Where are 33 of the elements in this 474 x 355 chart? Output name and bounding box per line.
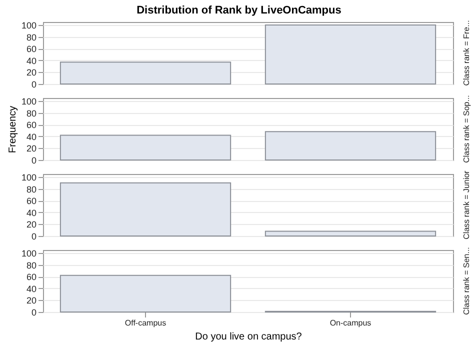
y-tick-label: 60 — [26, 120, 36, 130]
y-tick-label: 80 — [26, 260, 36, 270]
y-tick-label: 60 — [26, 196, 36, 206]
y-tick-label: 40 — [26, 132, 36, 142]
x-tick-label: On-campus — [330, 318, 372, 328]
x-tick-label: Off-campus — [124, 318, 166, 328]
text: Class rank = Sop... — [462, 95, 471, 163]
text: Class rank = Fre... — [462, 20, 471, 86]
y-tick-label: 100 — [21, 96, 36, 106]
y-tick-label: 80 — [26, 108, 36, 118]
y-tick-label: 0 — [31, 308, 36, 318]
y-tick-label: 40 — [26, 284, 36, 294]
y-tick-label: 100 — [21, 20, 36, 30]
y-tick-label: 0 — [31, 232, 36, 242]
y-tick-label: 0 — [31, 80, 36, 90]
y-tick-label: 0 — [31, 156, 36, 166]
y-tick-label: 80 — [26, 184, 36, 194]
text: Class rank = Sen... — [462, 247, 471, 315]
y-tick-label: 60 — [26, 272, 36, 282]
y-tick-label: 20 — [26, 144, 36, 154]
y-tick-label: 60 — [26, 44, 36, 54]
y-tick-label: 40 — [26, 208, 36, 218]
y-axis-title: Frequency — [7, 106, 18, 154]
x-axis-title: Do you live on campus? — [195, 332, 302, 342]
y-tick-label: 20 — [26, 220, 36, 230]
y-tick-label: 100 — [21, 248, 36, 258]
y-tick-label: 20 — [26, 68, 36, 78]
y-tick-label: 100 — [21, 172, 36, 182]
y-tick-label: 80 — [26, 32, 36, 42]
chart-title: Distribution of Rank by LiveOnCampus — [136, 4, 342, 17]
y-tick-label: 20 — [26, 296, 36, 306]
text: Class rank = Junior — [462, 170, 471, 240]
y-tick-label: 40 — [26, 56, 36, 66]
